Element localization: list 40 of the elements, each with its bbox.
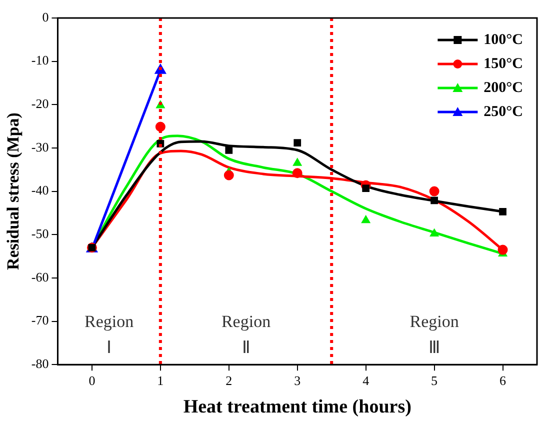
point: [429, 186, 440, 196]
point: [498, 244, 508, 255]
legend-label: 200°C: [484, 80, 524, 96]
point: [294, 139, 302, 146]
y-tick-label: -20: [31, 96, 49, 112]
annotation: Region: [410, 312, 460, 332]
point: [361, 215, 370, 224]
legend-label: 250°C: [484, 104, 524, 120]
annotation: Region: [221, 312, 272, 332]
y-tick-label: 0: [42, 9, 49, 24]
point: [430, 196, 438, 204]
y-tick-label: -10: [31, 52, 49, 68]
point: [292, 168, 302, 178]
y-axis-title: Residual stress (Mpa): [4, 112, 23, 270]
x-tick-label: 0: [88, 372, 96, 388]
x-tick-label: 6: [500, 372, 507, 388]
point: [292, 158, 302, 166]
annotation: Ⅰ: [106, 338, 112, 358]
point: [224, 170, 234, 180]
y-tick-label: -60: [31, 269, 49, 284]
annotation: Region: [84, 312, 134, 332]
x-tick-label: 3: [294, 372, 301, 388]
point: [430, 228, 439, 237]
y-tick-label: -70: [31, 312, 49, 328]
x-tick-label: 5: [431, 372, 438, 388]
point: [499, 208, 506, 216]
annotation: Ⅱ: [242, 338, 250, 358]
y-tick-label: -40: [31, 182, 49, 198]
annotation: Ⅲ: [428, 338, 440, 358]
legend-label: 100°C: [484, 32, 524, 48]
x-tick-label: 2: [226, 372, 232, 388]
point: [362, 184, 370, 192]
y-tick-label: -30: [31, 139, 49, 154]
point: [225, 146, 233, 154]
x-axis-title: Heat treatment time (hours): [183, 396, 412, 418]
x-tick-label: 4: [362, 372, 370, 388]
y-tick-label: -50: [31, 226, 49, 242]
legend-label: 150°C: [484, 56, 524, 72]
x-tick-label: 1: [157, 372, 164, 388]
y-tick-label: -80: [31, 356, 49, 372]
